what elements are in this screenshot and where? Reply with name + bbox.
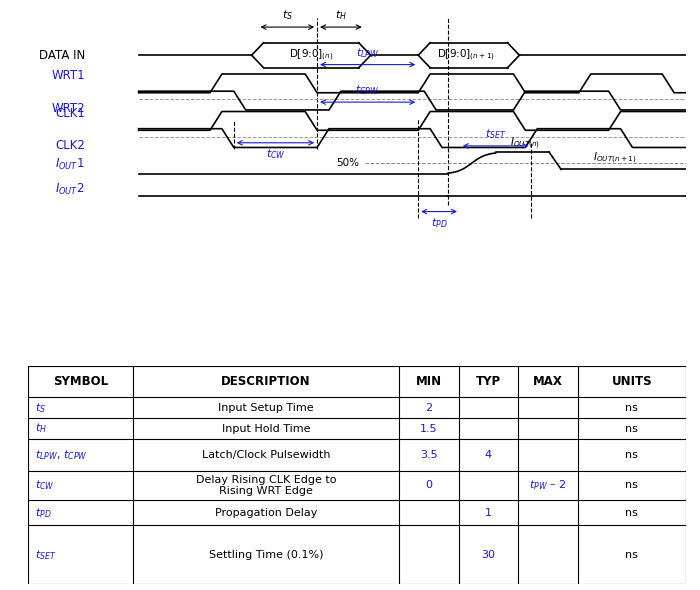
Text: ns: ns [625,403,638,413]
Text: SYMBOL: SYMBOL [53,375,108,388]
Text: DESCRIPTION: DESCRIPTION [221,375,311,388]
Text: ns: ns [625,424,638,434]
Text: 50%: 50% [336,158,358,168]
Text: Latch/Clock Pulsewidth: Latch/Clock Pulsewidth [202,450,330,460]
Text: $t_{PD}$: $t_{PD}$ [34,506,51,520]
Text: Input Hold Time: Input Hold Time [222,424,310,434]
Text: ns: ns [625,450,638,460]
Text: CLK1: CLK1 [55,107,85,120]
Text: ns: ns [625,507,638,517]
Text: UNITS: UNITS [611,375,652,388]
Text: DATA IN: DATA IN [38,49,85,62]
Text: ns: ns [625,480,638,490]
Text: 1: 1 [485,507,492,517]
Text: Propagation Delay: Propagation Delay [215,507,317,517]
Text: 4: 4 [484,450,492,460]
Text: $I_{OUT}$1: $I_{OUT}$1 [55,157,85,172]
Text: $t_{CPW}$: $t_{CPW}$ [356,84,380,97]
Text: MIN: MIN [416,375,442,388]
Text: $t_{SET}$: $t_{SET}$ [34,548,56,562]
Text: 2: 2 [425,403,433,413]
Text: WRT1: WRT1 [51,69,85,82]
Text: $t_H$: $t_H$ [335,9,347,22]
Text: 3.5: 3.5 [420,450,438,460]
Text: $t_{LPW}$: $t_{LPW}$ [356,46,379,60]
Text: Input Setup Time: Input Setup Time [218,403,314,413]
Text: $I_{OUT(n)}$: $I_{OUT(n)}$ [510,136,540,151]
Text: MAX: MAX [533,375,563,388]
Text: $t_{LPW}$, $t_{CPW}$: $t_{LPW}$, $t_{CPW}$ [34,448,88,461]
Text: $t_S$: $t_S$ [282,9,293,22]
Text: Settling Time (0.1%): Settling Time (0.1%) [209,550,323,560]
Text: WRT2: WRT2 [51,102,85,115]
Text: D[9:0]$_{(n+1)}$: D[9:0]$_{(n+1)}$ [437,48,495,63]
Text: 1.5: 1.5 [420,424,438,434]
Text: 0: 0 [426,480,433,490]
Text: ns: ns [625,550,638,560]
Text: $t_H$: $t_H$ [34,422,47,435]
Text: $t_{PW}$ – 2: $t_{PW}$ – 2 [529,478,566,492]
Text: CLK2: CLK2 [55,139,85,152]
Text: $t_S$: $t_S$ [34,401,46,415]
Text: $t_{CW}$: $t_{CW}$ [34,478,55,492]
Text: $t_{SET}$: $t_{SET}$ [485,127,506,141]
Text: TYP: TYP [476,375,500,388]
Text: D[9:0]$_{(n)}$: D[9:0]$_{(n)}$ [289,48,333,63]
Text: Delay Rising CLK Edge to
Rising WRT Edge: Delay Rising CLK Edge to Rising WRT Edge [196,474,336,496]
Text: $t_{PD}$: $t_{PD}$ [430,217,447,230]
Text: $I_{OUT}$2: $I_{OUT}$2 [55,182,85,197]
Text: $t_{CW}$: $t_{CW}$ [265,148,286,161]
Text: $I_{OUT(n+1)}$: $I_{OUT(n+1)}$ [593,151,636,166]
Text: 30: 30 [482,550,496,560]
